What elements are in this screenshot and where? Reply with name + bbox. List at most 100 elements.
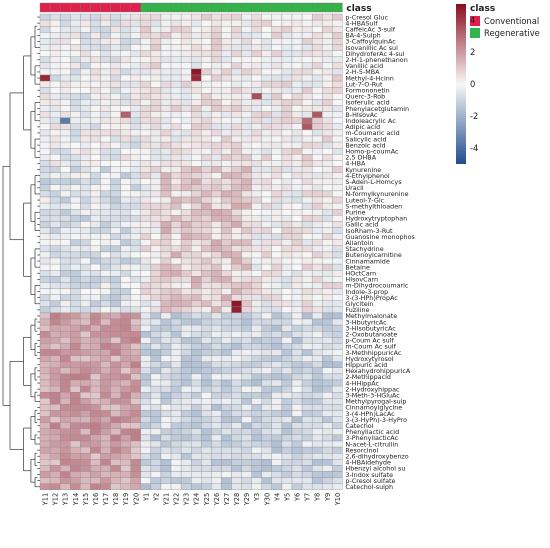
heatmap-cell [271, 74, 283, 82]
heatmap-cell [251, 453, 262, 460]
heatmap-cell [231, 422, 242, 429]
heatmap-cell [332, 288, 343, 295]
heatmap-cell [150, 471, 162, 478]
heatmap-cell [322, 428, 333, 436]
heatmap-cell [221, 19, 232, 27]
heatmap-cell [221, 312, 232, 320]
heatmap-cell [322, 196, 333, 204]
heatmap-cell [281, 154, 293, 161]
heatmap-cell [140, 257, 152, 265]
heatmap-cell [221, 446, 232, 454]
row-label: Catechol [345, 422, 373, 430]
heatmap-cell [49, 166, 61, 173]
column-label: Y10 [334, 493, 342, 506]
heatmap-cell [332, 337, 343, 344]
heatmap-cell [281, 263, 293, 271]
heatmap-cell [160, 105, 172, 112]
heatmap-cell [251, 148, 262, 155]
heatmap-cell [271, 123, 283, 131]
heatmap-cell [170, 44, 182, 51]
heatmap-cell [120, 196, 131, 204]
heatmap-cell [191, 349, 202, 356]
heatmap-cell [301, 178, 313, 185]
heatmap-cell [180, 44, 192, 51]
heatmap-cell [49, 446, 61, 454]
heatmap-cell [221, 123, 232, 131]
heatmap-cell [332, 184, 343, 192]
heatmap-cell [49, 56, 61, 63]
heatmap-cell [281, 276, 293, 283]
heatmap-cell [201, 331, 212, 338]
heatmap-cell [49, 257, 61, 265]
heatmap-cell [322, 471, 333, 478]
heatmap-cell [90, 416, 101, 423]
heatmap-cell [221, 294, 232, 301]
heatmap-cell [90, 428, 101, 436]
heatmap-cell [291, 141, 303, 149]
heatmap-cell [231, 239, 242, 246]
heatmap-cell [271, 178, 283, 185]
heatmap-cell [110, 270, 121, 277]
heatmap-cell [120, 44, 131, 51]
heatmap-cell [140, 74, 152, 82]
heatmap-cell [39, 93, 51, 100]
heatmap-cell [120, 288, 131, 295]
heatmap-cell [322, 306, 333, 314]
heatmap-cell [291, 38, 303, 45]
heatmap-cell [191, 398, 202, 405]
heatmap-cell [110, 331, 121, 338]
heatmap-cell [80, 312, 91, 320]
heatmap-cell [120, 87, 131, 94]
heatmap-cell [160, 263, 172, 271]
heatmap-cell [120, 477, 131, 484]
heatmap-cell [70, 257, 81, 265]
heatmap-cell [332, 300, 343, 307]
heatmap-cell [291, 196, 303, 204]
heatmap-cell [80, 251, 91, 259]
heatmap-cell [251, 440, 262, 448]
heatmap-cell [39, 196, 51, 204]
heatmap-cell [261, 93, 273, 100]
heatmap-cell [59, 56, 71, 63]
heatmap-cell [332, 343, 343, 350]
heatmap-cell [80, 44, 91, 51]
heatmap-cell [281, 379, 293, 387]
heatmap-cell [241, 398, 252, 405]
heatmap-cell [39, 123, 51, 131]
heatmap-cell [39, 129, 51, 137]
heatmap-cell [100, 312, 111, 320]
heatmap-cell [221, 196, 232, 204]
heatmap-cell [301, 154, 313, 161]
heatmap-cell [120, 471, 131, 478]
heatmap-cell [301, 221, 313, 228]
heatmap-cell [100, 99, 111, 106]
heatmap-cell [281, 190, 293, 198]
heatmap-cell [311, 416, 323, 423]
heatmap-cell [70, 26, 81, 33]
heatmap-cell [311, 355, 323, 362]
heatmap-cell [90, 398, 101, 405]
heatmap-cell [291, 80, 303, 88]
heatmap-cell [130, 379, 141, 387]
heatmap-cell [49, 331, 61, 338]
heatmap-cell [281, 123, 293, 131]
heatmap-cell [170, 312, 182, 320]
heatmap-cell [150, 178, 162, 185]
heatmap-cell [251, 172, 262, 179]
heatmap-cell [291, 221, 303, 228]
heatmap-cell [100, 227, 111, 234]
heatmap-cell [261, 288, 273, 295]
heatmap-cell [70, 93, 81, 100]
heatmap-cell [332, 453, 343, 460]
heatmap-cell [160, 385, 172, 393]
heatmap-cell [332, 44, 343, 51]
heatmap-cell [170, 294, 182, 301]
heatmap-cell [191, 306, 202, 314]
heatmap-cell [221, 239, 232, 246]
heatmap-cell [221, 93, 232, 100]
heatmap-cell [39, 318, 51, 326]
heatmap-cell [90, 38, 101, 45]
heatmap-cell [231, 453, 242, 460]
heatmap-cell [39, 233, 51, 240]
heatmap-cell [59, 483, 71, 490]
